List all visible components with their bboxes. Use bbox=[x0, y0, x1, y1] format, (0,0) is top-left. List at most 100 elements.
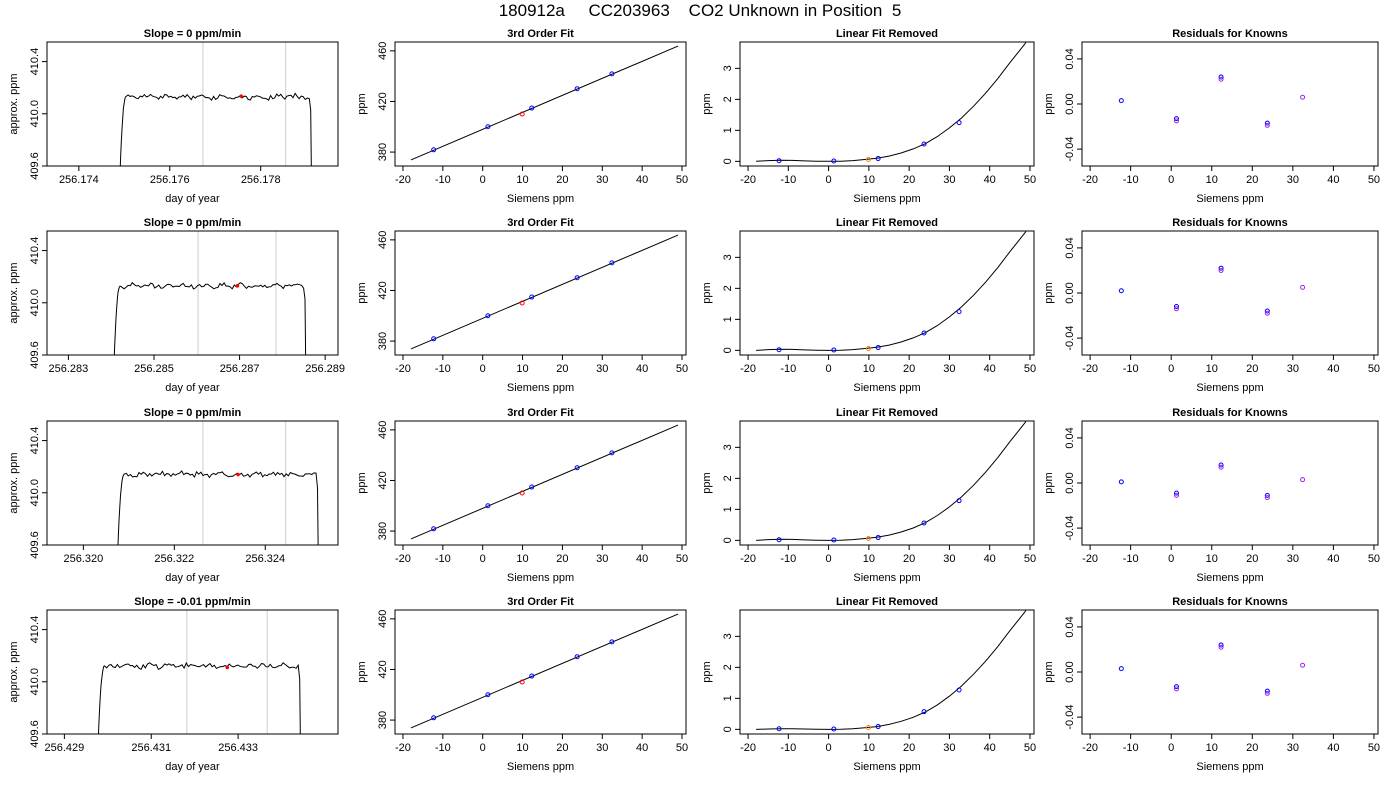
x-tick-label: 30 bbox=[596, 742, 608, 754]
x-tick-label: 50 bbox=[1368, 553, 1380, 565]
data-point bbox=[921, 520, 927, 526]
residual-point bbox=[1218, 76, 1224, 82]
panel-linear_removed-row4: Linear Fit Removed -20 -10 0 10 20 30 40 50 0 1 2 3 S… bbox=[701, 596, 1036, 773]
residual-point bbox=[1173, 118, 1179, 124]
x-tick-label: 20 bbox=[903, 363, 915, 375]
plot-area bbox=[1118, 642, 1306, 696]
y-axis-label: ppm bbox=[1043, 661, 1055, 682]
panel-fit-row3: 3rd Order Fit -20 -10 0 10 20 30 40 50 380 420 460 S… bbox=[356, 407, 688, 584]
plot-area bbox=[410, 424, 679, 540]
x-tick-label: 50 bbox=[676, 363, 688, 375]
x-tick-label: -20 bbox=[740, 553, 756, 565]
x-tick-label: 30 bbox=[596, 363, 608, 375]
data-point bbox=[921, 330, 927, 336]
y-tick-label: 460 bbox=[377, 42, 389, 60]
data-point bbox=[574, 86, 580, 92]
x-tick-label: 256.178 bbox=[241, 174, 281, 186]
x-tick-label: 40 bbox=[1327, 553, 1339, 565]
x-tick-label: 50 bbox=[1368, 363, 1380, 375]
axis-box bbox=[1081, 230, 1379, 356]
residual-point bbox=[1218, 642, 1224, 648]
panel-timeseries-row1: Slope = 0 ppm/min 256.174 256.176 256.178 40… bbox=[8, 28, 339, 205]
x-tick-label: 50 bbox=[1024, 363, 1036, 375]
fit-line bbox=[410, 45, 679, 161]
x-tick-label: -20 bbox=[395, 553, 411, 565]
axis-box bbox=[394, 230, 687, 356]
plot-area bbox=[113, 231, 307, 355]
x-tick-label: 30 bbox=[943, 363, 955, 375]
data-point bbox=[485, 692, 491, 698]
x-tick-label: -10 bbox=[435, 553, 451, 565]
panel-title: Slope = 0 ppm/min bbox=[144, 407, 242, 419]
fit-line bbox=[410, 613, 679, 729]
x-tick-label: -20 bbox=[395, 742, 411, 754]
y-tick-label: 0.00 bbox=[1064, 282, 1076, 303]
data-point bbox=[875, 535, 881, 541]
y-tick-label: 0.00 bbox=[1064, 661, 1076, 682]
residual-point bbox=[1300, 477, 1306, 483]
fit-line bbox=[410, 234, 679, 350]
data-point bbox=[485, 503, 491, 509]
y-tick-label: 380 bbox=[377, 522, 389, 540]
y-tick-label: 1 bbox=[722, 127, 734, 133]
data-point bbox=[431, 526, 437, 532]
plot-area bbox=[117, 421, 319, 545]
data-point bbox=[519, 679, 525, 685]
x-tick-label: 50 bbox=[676, 742, 688, 754]
axis-box bbox=[394, 609, 687, 735]
data-point bbox=[956, 309, 962, 315]
data-point bbox=[431, 715, 437, 721]
y-tick-label: -0.04 bbox=[1064, 705, 1076, 730]
x-tick-label: 10 bbox=[863, 363, 875, 375]
sample-mean-marker bbox=[235, 284, 240, 288]
x-tick-label: 30 bbox=[1287, 742, 1299, 754]
x-tick-label: -10 bbox=[780, 553, 796, 565]
y-tick-label: 410.4 bbox=[29, 616, 41, 644]
panel-title: Residuals for Knowns bbox=[1172, 217, 1288, 229]
plot-area bbox=[1118, 74, 1306, 128]
y-tick-label: 420 bbox=[377, 660, 389, 678]
y-tick-label: 410.4 bbox=[29, 48, 41, 76]
y-tick-label: 409.6 bbox=[29, 152, 41, 180]
y-tick-label: 0 bbox=[722, 726, 734, 732]
y-axis-label: ppm bbox=[701, 282, 713, 303]
x-tick-label: 30 bbox=[596, 553, 608, 565]
x-tick-label: 256.429 bbox=[44, 742, 84, 754]
panel-linear_removed-row3: Linear Fit Removed -20 -10 0 10 20 30 40 50 0 1 2 3 S… bbox=[701, 407, 1036, 584]
residual-point bbox=[1264, 688, 1270, 694]
axis-box bbox=[1081, 41, 1379, 167]
residual-point bbox=[1300, 662, 1306, 668]
x-tick-label: 256.174 bbox=[59, 174, 99, 186]
x-axis-label: Siemens ppm bbox=[1196, 382, 1263, 394]
y-axis-label: ppm bbox=[701, 93, 713, 114]
data-point bbox=[921, 141, 927, 147]
residual-point bbox=[1218, 267, 1224, 273]
data-point bbox=[529, 294, 535, 300]
axis-box bbox=[46, 41, 339, 167]
x-tick-label: 0 bbox=[480, 742, 486, 754]
residual-point bbox=[1218, 644, 1224, 650]
x-tick-label: -20 bbox=[1082, 174, 1098, 186]
residual-point bbox=[1264, 495, 1270, 501]
axis-box bbox=[46, 230, 339, 356]
x-axis-label: Siemens ppm bbox=[853, 761, 920, 773]
y-tick-label: 420 bbox=[377, 281, 389, 299]
x-tick-label: 40 bbox=[984, 742, 996, 754]
x-tick-label: 0 bbox=[826, 363, 832, 375]
y-tick-label: 410.4 bbox=[29, 237, 41, 265]
x-axis-label: Siemens ppm bbox=[1196, 193, 1263, 205]
concentration-trace bbox=[97, 661, 301, 734]
y-tick-label: 410.4 bbox=[29, 427, 41, 455]
y-axis-label: ppm bbox=[356, 93, 368, 114]
x-axis-label: Siemens ppm bbox=[1196, 761, 1263, 773]
plot-area bbox=[756, 231, 1027, 353]
x-tick-label: 0 bbox=[826, 174, 832, 186]
panel-residuals-row1: Residuals for Knowns -20 -10 0 10 20 30 40 50 -0.… bbox=[1043, 28, 1380, 205]
data-point bbox=[865, 345, 871, 351]
concentration-trace bbox=[119, 92, 312, 166]
residual-point bbox=[1264, 492, 1270, 498]
data-point bbox=[609, 450, 615, 456]
y-tick-label: -0.04 bbox=[1064, 516, 1076, 541]
y-axis-label: approx. ppm bbox=[8, 73, 20, 134]
